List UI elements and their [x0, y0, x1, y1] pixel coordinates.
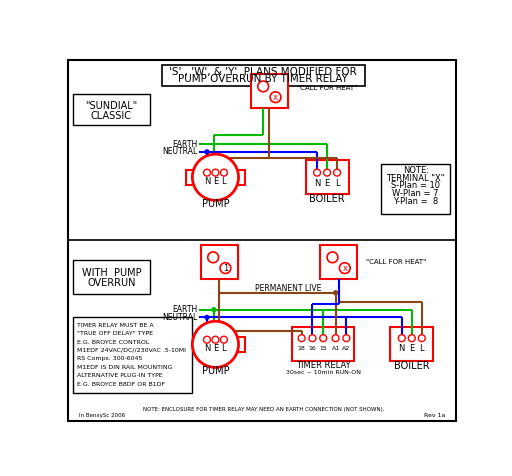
- Text: In BenxySc 2006: In BenxySc 2006: [79, 414, 125, 418]
- Bar: [73, 317, 193, 393]
- Text: N: N: [204, 345, 210, 354]
- Circle shape: [334, 169, 340, 176]
- Text: A1: A1: [331, 347, 339, 351]
- Bar: [390, 327, 433, 361]
- Text: PERMANENT LIVE: PERMANENT LIVE: [255, 284, 322, 293]
- Bar: [237, 169, 245, 185]
- Text: BOILER: BOILER: [309, 194, 345, 204]
- Text: x: x: [343, 264, 347, 273]
- Circle shape: [320, 335, 327, 342]
- Circle shape: [408, 335, 415, 342]
- Text: W-Plan = 7: W-Plan = 7: [392, 189, 439, 198]
- Circle shape: [298, 335, 305, 342]
- Circle shape: [212, 308, 216, 312]
- Bar: [186, 337, 194, 352]
- Bar: [251, 74, 288, 108]
- Text: N: N: [204, 178, 210, 187]
- Circle shape: [339, 263, 350, 274]
- Circle shape: [205, 316, 209, 319]
- Text: E: E: [325, 179, 330, 188]
- Circle shape: [418, 335, 425, 342]
- Circle shape: [220, 263, 231, 274]
- Text: PUMP: PUMP: [202, 199, 229, 209]
- Bar: [320, 245, 357, 279]
- Text: E.G. BROYCE B8DF OR B1DF: E.G. BROYCE B8DF OR B1DF: [77, 382, 165, 387]
- Text: TIMER RELAY: TIMER RELAY: [296, 361, 351, 370]
- Text: N: N: [398, 345, 405, 354]
- Circle shape: [221, 336, 227, 343]
- Text: ALTERNATIVE PLUG-IN TYPE: ALTERNATIVE PLUG-IN TYPE: [77, 373, 162, 378]
- Bar: [161, 65, 365, 86]
- Text: "TRUE OFF DELAY" TYPE: "TRUE OFF DELAY" TYPE: [77, 331, 153, 336]
- Text: Y-Plan =  8: Y-Plan = 8: [393, 197, 438, 206]
- Text: L: L: [335, 179, 339, 188]
- Circle shape: [343, 335, 350, 342]
- Text: CLASSIC: CLASSIC: [91, 110, 132, 120]
- Circle shape: [309, 335, 316, 342]
- Bar: [292, 327, 354, 361]
- Circle shape: [203, 336, 210, 343]
- Text: TIMER RELAY MUST BE A: TIMER RELAY MUST BE A: [77, 323, 154, 327]
- Text: 1: 1: [223, 264, 228, 273]
- Circle shape: [324, 169, 331, 176]
- Text: E: E: [213, 345, 218, 354]
- Text: TERMINAL "X": TERMINAL "X": [387, 174, 445, 182]
- Circle shape: [205, 150, 209, 154]
- Bar: [306, 160, 349, 194]
- Text: S-Plan = 10: S-Plan = 10: [391, 181, 440, 190]
- Text: NEUTRAL: NEUTRAL: [162, 313, 198, 322]
- Bar: [73, 259, 150, 294]
- Text: "CALL FOR HEAT": "CALL FOR HEAT": [297, 85, 357, 91]
- Text: Rev 1a: Rev 1a: [424, 414, 445, 418]
- Bar: [201, 245, 238, 279]
- Circle shape: [334, 291, 337, 295]
- Circle shape: [327, 252, 338, 263]
- Text: x: x: [273, 93, 278, 102]
- Text: M1EDF IS DIN RAIL MOUNTING: M1EDF IS DIN RAIL MOUNTING: [77, 365, 173, 370]
- Text: L: L: [222, 178, 226, 187]
- Circle shape: [193, 321, 239, 367]
- Text: EARTH: EARTH: [173, 139, 198, 149]
- Text: E: E: [409, 345, 414, 354]
- Bar: [186, 169, 194, 185]
- Text: E.G. BROYCE CONTROL: E.G. BROYCE CONTROL: [77, 339, 149, 345]
- Text: 30sec ~ 10min RUN-ON: 30sec ~ 10min RUN-ON: [286, 370, 361, 375]
- Circle shape: [270, 92, 281, 102]
- Text: "CALL FOR HEAT": "CALL FOR HEAT": [367, 259, 426, 265]
- Text: EARTH: EARTH: [173, 305, 198, 314]
- Circle shape: [193, 154, 239, 200]
- Text: L: L: [419, 345, 424, 354]
- Bar: [381, 164, 450, 214]
- Text: "SUNDIAL": "SUNDIAL": [86, 100, 138, 110]
- Text: PUMP: PUMP: [202, 366, 229, 377]
- Text: NOTE:: NOTE:: [402, 166, 429, 175]
- Circle shape: [398, 335, 405, 342]
- Circle shape: [212, 336, 219, 343]
- Text: 16: 16: [309, 347, 316, 351]
- Circle shape: [208, 252, 219, 263]
- Circle shape: [258, 81, 269, 92]
- Text: L: L: [222, 345, 226, 354]
- Circle shape: [203, 169, 210, 176]
- Text: 15: 15: [319, 347, 327, 351]
- Text: 18: 18: [298, 347, 306, 351]
- Text: NOTE: ENCLOSURE FOR TIMER RELAY MAY NEED AN EARTH CONNECTION (NOT SHOWN).: NOTE: ENCLOSURE FOR TIMER RELAY MAY NEED…: [143, 407, 385, 412]
- Text: 'S' , 'W', & 'Y'  PLANS MODIFIED FOR: 'S' , 'W', & 'Y' PLANS MODIFIED FOR: [169, 67, 357, 77]
- Text: OVERRUN: OVERRUN: [87, 278, 136, 288]
- Circle shape: [314, 169, 321, 176]
- Circle shape: [332, 335, 339, 342]
- Text: PUMP OVERRUN BY TIMER RELAY: PUMP OVERRUN BY TIMER RELAY: [178, 74, 348, 84]
- Text: RS Comps. 300-6045: RS Comps. 300-6045: [77, 357, 142, 361]
- Text: E: E: [213, 178, 218, 187]
- Text: M1EDF 24VAC/DC//230VAC .5-10MI: M1EDF 24VAC/DC//230VAC .5-10MI: [77, 348, 186, 353]
- Text: A2: A2: [342, 347, 350, 351]
- Text: N: N: [314, 179, 321, 188]
- Circle shape: [221, 169, 227, 176]
- Text: BOILER: BOILER: [394, 361, 430, 371]
- Bar: [73, 94, 150, 125]
- Bar: [237, 337, 245, 352]
- Text: NEUTRAL: NEUTRAL: [162, 148, 198, 156]
- Circle shape: [212, 169, 219, 176]
- Text: WITH  PUMP: WITH PUMP: [82, 268, 141, 278]
